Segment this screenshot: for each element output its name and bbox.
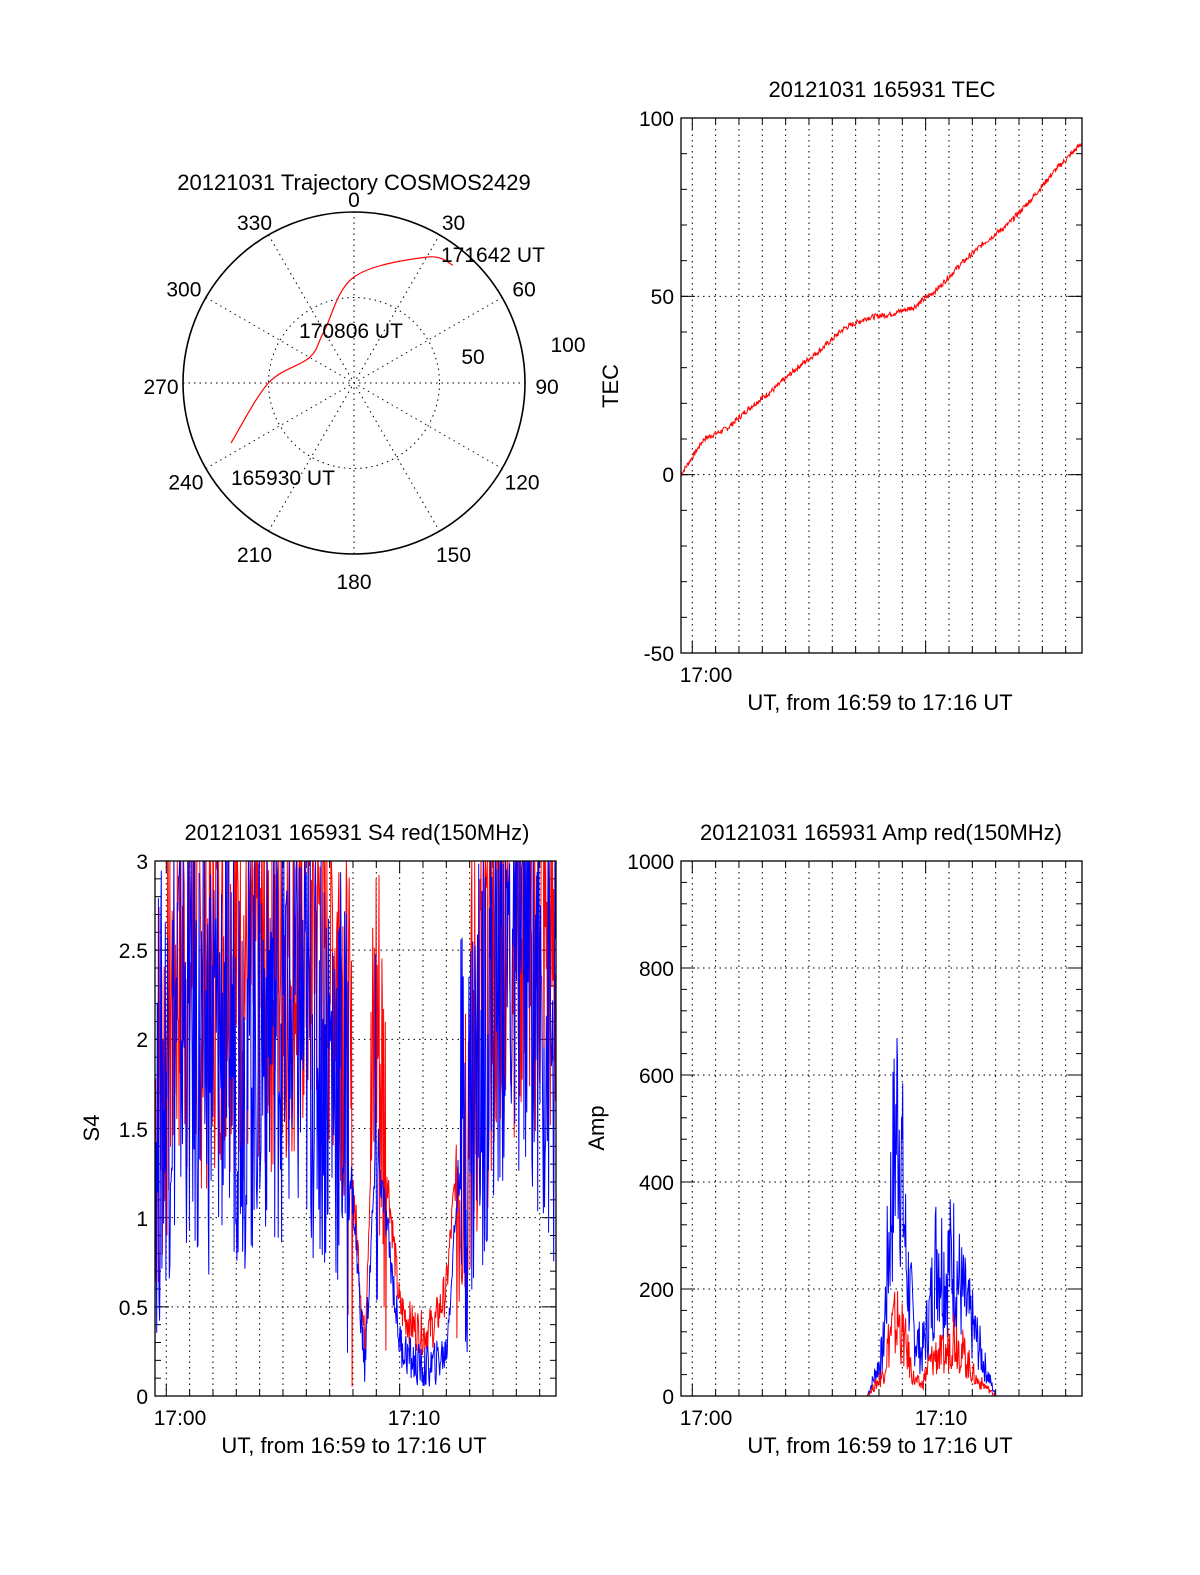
- amp-blue-series-line: [681, 1037, 1082, 1397]
- tec-y-axis-label: TEC: [598, 364, 623, 408]
- s4-title: 20121031 165931 S4 red(150MHz): [185, 820, 530, 845]
- amp-ytick-label: 800: [639, 958, 674, 981]
- polar-spoke: [268, 234, 440, 532]
- amp-ytick-label: 600: [639, 1065, 674, 1088]
- tec-ytick-label: 50: [651, 286, 674, 309]
- polar-trajectory-plot: 20121031 Trajectory COSMOS2429 0 30 60 90 12…: [143, 170, 585, 594]
- tec-grid: [681, 118, 1082, 653]
- polar-annotation-end: 171642 UT: [441, 244, 545, 267]
- amp-xtick-label: 17:00: [680, 1407, 733, 1430]
- polar-angle-label: 120: [505, 472, 540, 495]
- polar-angle-label: 210: [237, 544, 272, 567]
- amp-minor-ticks: [681, 860, 1082, 1397]
- s4-x-axis-label: UT, from 16:59 to 17:16 UT: [221, 1433, 486, 1458]
- s4-ytick-label: 2.5: [119, 940, 148, 963]
- amp-plot: 20121031 165931 Amp red(150MHz) 1000 800…: [584, 820, 1083, 1458]
- s4-ytick-label: 1.5: [119, 1119, 148, 1142]
- polar-grid: [182, 211, 526, 555]
- tec-x-axis-label: UT, from 16:59 to 17:16 UT: [747, 690, 1012, 715]
- polar-angle-label: 240: [168, 472, 203, 495]
- s4-plot: 20121031 165931 S4 red(150MHz) 3 2.5 2 1…: [79, 820, 557, 1458]
- amp-y-axis-label: Amp: [584, 1105, 609, 1150]
- amp-ytick-label: 200: [639, 1279, 674, 1302]
- polar-angle-label: 0: [348, 189, 360, 212]
- polar-annotation-start: 165930 UT: [231, 467, 335, 490]
- polar-angle-label: 300: [166, 279, 201, 302]
- s4-ytick-label: 1: [136, 1208, 148, 1231]
- tec-title: 20121031 165931 TEC: [768, 77, 995, 102]
- polar-angle-labels: 0 30 60 90 120 150 180 210 240 270 300 330: [143, 189, 558, 594]
- s4-axes-frame: [154, 860, 557, 1397]
- polar-radius-label-50: 50: [461, 346, 484, 369]
- s4-ytick-label: 0.5: [119, 1297, 148, 1320]
- polar-annotation-mid: 170806 UT: [299, 320, 403, 343]
- polar-angle-label: 270: [143, 376, 178, 399]
- polar-title: 20121031 Trajectory COSMOS2429: [177, 170, 530, 195]
- amp-ytick-label: 0: [662, 1386, 674, 1409]
- amp-x-axis-label: UT, from 16:59 to 17:16 UT: [747, 1433, 1012, 1458]
- s4-blue-series-line: [154, 860, 557, 1387]
- tec-xtick-label: 17:00: [680, 664, 733, 687]
- amp-axes-frame: [680, 860, 1083, 1397]
- tec-axes-frame: [680, 117, 1083, 654]
- tec-series-line: [680, 142, 1083, 477]
- s4-ytick-label: 2: [136, 1029, 148, 1052]
- tec-ytick-label: 0: [662, 464, 674, 487]
- amp-xtick-label: 17:10: [915, 1407, 968, 1430]
- polar-radius-label-100: 100: [550, 334, 585, 357]
- s4-y-axis-label: S4: [79, 1115, 104, 1142]
- tec-ytick-label: 100: [639, 108, 674, 131]
- amp-title: 20121031 165931 Amp red(150MHz): [700, 820, 1062, 845]
- polar-angle-label: 330: [237, 212, 272, 235]
- s4-ytick-label: 3: [136, 851, 148, 874]
- polar-angle-label: 30: [442, 212, 465, 235]
- amp-ytick-label: 400: [639, 1172, 674, 1195]
- amp-grid: [681, 861, 1082, 1396]
- s4-ytick-label: 0: [136, 1386, 148, 1409]
- tec-ytick-label: -50: [644, 643, 674, 666]
- polar-trajectory-line: [230, 256, 454, 444]
- tec-plot: 20121031 165931 TEC 100 50 0 -50 17:00 U…: [598, 77, 1083, 715]
- polar-angle-label: 150: [436, 544, 471, 567]
- s4-xtick-label: 17:00: [154, 1407, 207, 1430]
- polar-angle-label: 180: [336, 571, 371, 594]
- tec-minor-ticks: [681, 117, 1082, 654]
- s4-xtick-label: 17:10: [388, 1407, 441, 1430]
- polar-inner-ring: [268, 297, 440, 469]
- polar-angle-label: 90: [535, 376, 558, 399]
- amp-ytick-label: 1000: [627, 851, 674, 874]
- polar-angle-label: 60: [512, 279, 535, 302]
